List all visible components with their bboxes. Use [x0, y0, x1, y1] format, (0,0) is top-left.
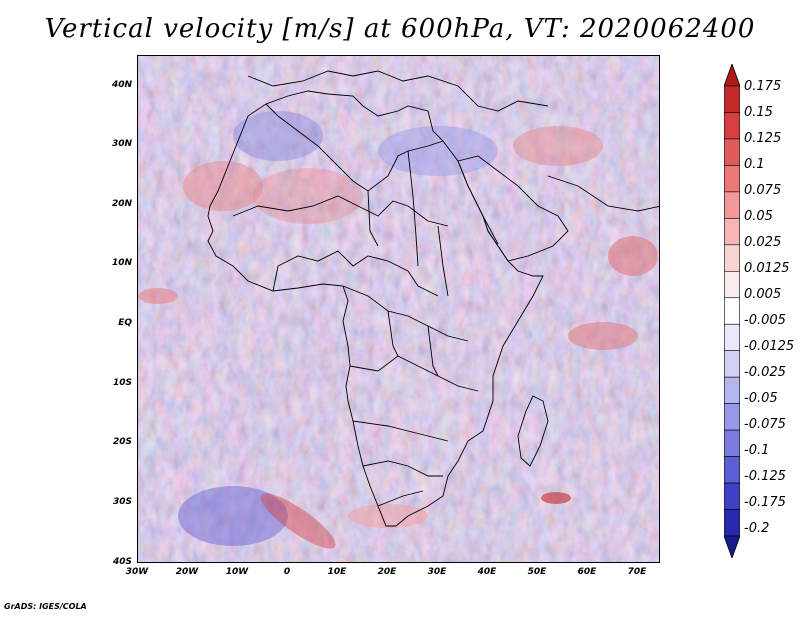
colorbar-swatch	[724, 244, 740, 272]
lat-label: 30S	[112, 497, 132, 507]
lat-label: 30N	[111, 139, 132, 149]
lon-label: 60E	[577, 567, 597, 577]
colorbar-swatch	[724, 509, 740, 537]
colorbar-swatch	[724, 403, 740, 431]
colorbar	[724, 64, 740, 558]
colorbar-swatch	[724, 297, 740, 325]
velocity-field-streaks	[138, 56, 659, 562]
colorbar-swatch	[724, 456, 740, 484]
colorbar-label: 0.0125	[744, 261, 790, 276]
colorbar-swatch	[724, 270, 740, 299]
lat-label: EQ	[118, 318, 132, 328]
lat-label: 10S	[112, 378, 132, 388]
lon-label: 20E	[377, 567, 397, 577]
colorbar-label: -0.025	[744, 365, 786, 380]
lon-label: 10E	[327, 567, 347, 577]
colorbar-bottom-arrow	[724, 535, 740, 558]
colorbar-label: -0.2	[744, 521, 770, 536]
lon-label: 30E	[427, 567, 447, 577]
lon-label: 40E	[477, 567, 497, 577]
lon-label: 0	[283, 567, 291, 577]
colorbar-swatch	[724, 138, 740, 166]
lat-label: 20S	[112, 437, 132, 447]
lat-label: 40N	[111, 80, 132, 90]
colorbar-label: 0.175	[744, 79, 782, 94]
colorbar-label: -0.175	[744, 495, 786, 510]
lon-label: 50E	[527, 567, 547, 577]
coastlines-and-borders	[207, 70, 659, 527]
lon-label: 20W	[175, 567, 199, 577]
lon-label: 10W	[225, 567, 249, 577]
map-area	[137, 55, 660, 563]
colorbar-swatch	[724, 376, 740, 404]
colorbar-label: -0.05	[744, 391, 778, 406]
colorbar-top-arrow	[724, 64, 740, 87]
colorbar-label: 0.125	[744, 131, 782, 146]
colorbar-swatch	[724, 218, 740, 246]
colorbar-swatch	[724, 429, 740, 457]
colorbar-swatch	[724, 482, 740, 510]
colorbar-label: 0.05	[744, 209, 773, 224]
colorbar-label: -0.1	[744, 443, 770, 458]
colorbar-swatch	[724, 85, 740, 113]
lon-label: 30W	[125, 567, 149, 577]
lat-label: 20N	[111, 199, 132, 209]
credit-text: GrADS: IGES/COLA	[4, 602, 87, 611]
colorbar-label: 0.075	[744, 183, 782, 198]
lat-label: 10N	[111, 258, 132, 268]
colorbar-label: -0.005	[744, 313, 786, 328]
colorbar-label: -0.0125	[744, 339, 795, 354]
lat-label: 40S	[112, 557, 132, 567]
colorbar-swatch	[724, 350, 740, 378]
velocity-features	[138, 111, 658, 549]
colorbar-label: 0.005	[744, 287, 782, 302]
colorbar-swatch	[724, 112, 740, 140]
colorbar-label: 0.025	[744, 235, 782, 250]
lon-label: 70E	[627, 567, 647, 577]
colorbar-swatch	[724, 323, 740, 352]
plot-title: Vertical velocity [m/s] at 600hPa, VT: 2…	[44, 14, 756, 44]
colorbar-swatch	[724, 165, 740, 193]
colorbar-label: -0.125	[744, 469, 786, 484]
colorbar-swatch	[724, 191, 740, 219]
colorbar-label: 0.15	[744, 105, 773, 120]
colorbar-label: -0.075	[744, 417, 786, 432]
colorbar-label: 0.1	[744, 157, 765, 172]
